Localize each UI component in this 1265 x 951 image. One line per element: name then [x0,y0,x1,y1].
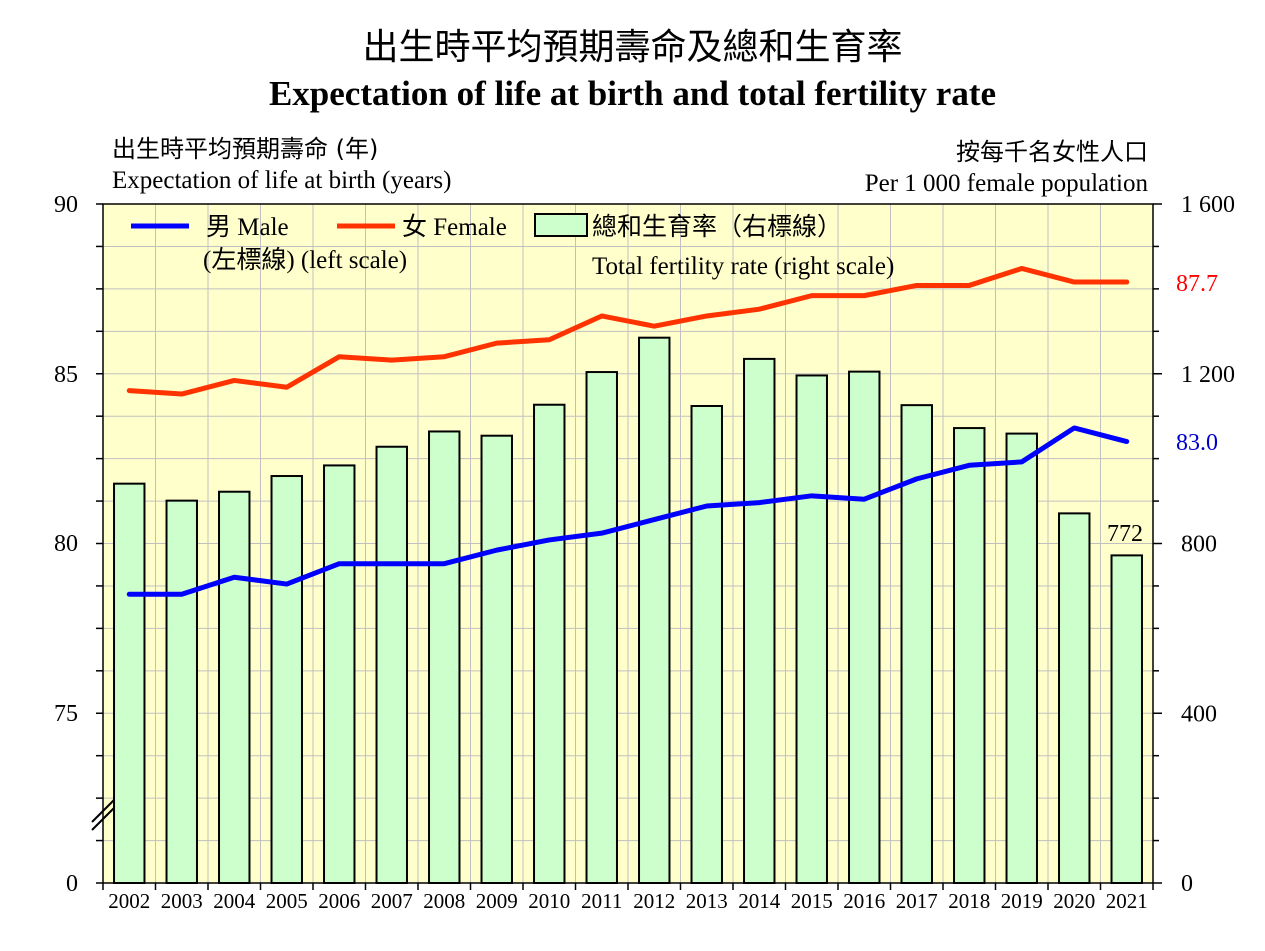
x-axis-year-label: 2016 [843,889,885,913]
female-life-expectancy-line [126,265,1130,397]
male-life-expectancy-line [126,425,1130,597]
x-axis-year-label: 2018 [948,889,990,913]
fertility-bar-2004 [218,490,251,884]
right-axis-heading: 按每千名女性人口 Per 1 000 female population [865,136,1148,200]
left-axis-tick-label: 85 [54,362,78,388]
left-axis-label-chinese: 出生時平均預期壽命 (年) [112,135,379,163]
fertility-bar-2020 [1058,512,1091,884]
x-axis-year-label: 2015 [791,889,833,913]
x-axis-year-label: 2017 [896,889,938,913]
x-axis-year-label: 2021 [1106,889,1148,913]
right-axis-tick-label: 400 [1181,701,1217,727]
legend-fertility-scale: Total fertility rate (right scale) [592,253,894,280]
fertility-bar-2015 [795,374,828,884]
fertility-bar-2002 [113,482,146,884]
fertility-bar-2006 [323,464,356,884]
x-axis-year-label: 2011 [581,889,622,913]
right-axis-label-chinese: 按每千名女性人口 [956,138,1148,166]
axis-break-mark [91,807,115,831]
right-axis-tick-label: 1 600 [1181,192,1235,218]
legend-male-scale: (左標線) (left scale) [203,246,407,274]
fertility-bar-2019 [1005,432,1038,884]
fertility-bar-2021 [1110,554,1143,884]
fertility-bar-2005 [270,475,303,884]
left-axis-tick-label: 90 [54,192,78,218]
fertility-bar-2007 [375,445,408,884]
axis-labels: 90 85 80 75 0 1 600 1 200 800 400 0 2002 2003 2004 20… [54,192,1235,913]
fertility-bar-2008 [428,430,461,884]
fertility-bar-2014 [743,357,776,885]
axis-break-mark [91,799,115,823]
x-axis-year-label: 2010 [528,889,570,913]
fertility-bar-2013 [690,405,723,884]
right-axis-tick-label: 800 [1181,532,1217,558]
female-last-value-label: 87.7 [1176,271,1218,297]
left-axis-tick-label: 75 [54,701,78,727]
fertility-bars [113,336,1143,885]
right-axis-label-english: Per 1 000 female population [864,170,1148,197]
x-axis-year-label: 2005 [266,889,308,913]
legend-fertility-label: 總和生育率（右標線） [592,212,842,241]
x-axis-year-label: 2002 [108,889,150,913]
right-axis-tick-label: 1 200 [1181,362,1235,388]
legend-female-label: 女 Female [402,212,507,241]
left-axis-label-english: Expectation of life at birth (years) [112,167,452,194]
x-axis-year-label: 2007 [371,889,413,913]
axis-ticks [91,203,1162,890]
x-axis-year-label: 2019 [1001,889,1043,913]
x-axis-year-label: 2013 [686,889,728,913]
left-axis-heading: 出生時平均預期壽命 (年) Expectation of life at bir… [112,133,451,197]
left-axis-tick-label: 80 [54,531,78,557]
legend-male-label: 男 Male [206,212,289,241]
x-axis-year-label: 2003 [161,889,203,913]
x-axis-year-label: 2004 [213,889,256,913]
legend: 男 Male (左標線) (left scale) 女 Female 總和生育率… [131,212,894,280]
x-axis-year-label: 2014 [738,889,781,913]
right-axis-tick-label: 0 [1181,871,1193,897]
fertility-bar-2018 [953,427,986,884]
x-axis-year-label: 2020 [1053,889,1095,913]
gridlines [103,204,1153,883]
x-axis-year-label: 2009 [476,889,518,913]
fertility-bar-2011 [585,371,618,884]
fertility-bar-2010 [533,403,566,884]
male-last-value-label: 83.0 [1176,430,1218,456]
fertility-bar-2012 [638,336,671,885]
life-expectancy-lines [126,265,1130,597]
fertility-bar-2016 [848,370,881,884]
legend-fertility-swatch [534,213,588,237]
fertility-last-value-label: 772 [1107,521,1143,547]
x-axis-year-label: 2008 [423,889,465,913]
x-axis-year-label: 2006 [318,889,360,913]
fertility-bar-2009 [480,434,513,884]
x-axis-year-label: 2012 [633,889,675,913]
left-axis-tick-label: 0 [66,871,78,897]
chart-title-english: Expectation of life at birth and total f… [268,74,997,113]
chart-title-chinese: 出生時平均預期壽命及總和生育率 [362,27,903,68]
fertility-bar-2003 [165,499,198,884]
